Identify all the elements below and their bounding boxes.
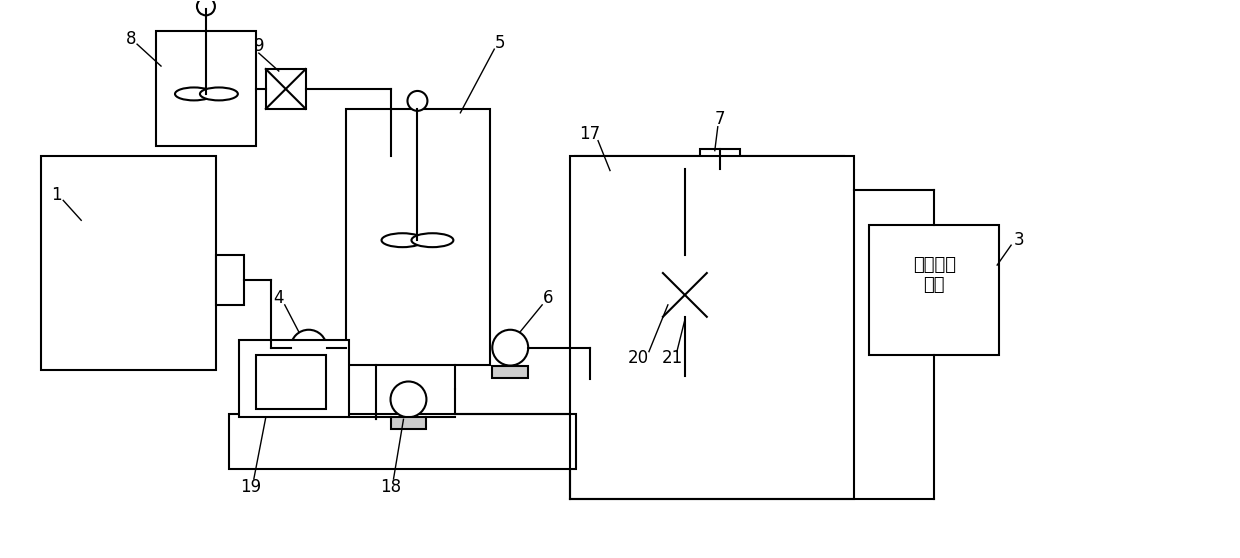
Bar [492, 365, 528, 378]
Bar [869, 225, 999, 355]
Circle shape [408, 91, 428, 111]
Ellipse shape [200, 88, 238, 100]
Text: 19: 19 [241, 478, 262, 496]
Bar [346, 109, 490, 364]
Bar [575, 156, 844, 395]
Text: 5: 5 [495, 34, 506, 52]
Text: 18: 18 [379, 478, 401, 496]
Bar [570, 156, 854, 499]
Bar [255, 355, 326, 410]
Ellipse shape [175, 88, 213, 100]
Bar [156, 31, 255, 146]
Bar [391, 417, 427, 429]
Text: 9: 9 [253, 37, 264, 55]
Text: 6: 6 [543, 289, 553, 307]
Text: 4: 4 [274, 289, 284, 307]
Text: 3: 3 [1014, 231, 1024, 249]
Circle shape [197, 0, 215, 15]
Circle shape [492, 330, 528, 365]
Bar [699, 148, 740, 171]
Circle shape [290, 330, 326, 365]
Text: 第二处理
组件: 第二处理 组件 [913, 256, 956, 295]
Bar [239, 340, 348, 417]
Text: 17: 17 [579, 125, 600, 143]
Text: 7: 7 [714, 110, 725, 128]
Bar [678, 255, 692, 273]
Bar [290, 365, 326, 378]
Text: 1: 1 [51, 186, 62, 204]
Text: 20: 20 [627, 349, 649, 367]
Circle shape [391, 382, 427, 417]
Ellipse shape [382, 233, 423, 247]
Bar [265, 69, 306, 109]
Bar [41, 156, 216, 369]
Bar [663, 273, 707, 317]
Text: 8: 8 [125, 30, 136, 48]
Text: 21: 21 [661, 349, 682, 367]
Bar [229, 415, 577, 469]
Bar [590, 169, 760, 376]
Bar [216, 255, 244, 305]
Ellipse shape [412, 233, 454, 247]
